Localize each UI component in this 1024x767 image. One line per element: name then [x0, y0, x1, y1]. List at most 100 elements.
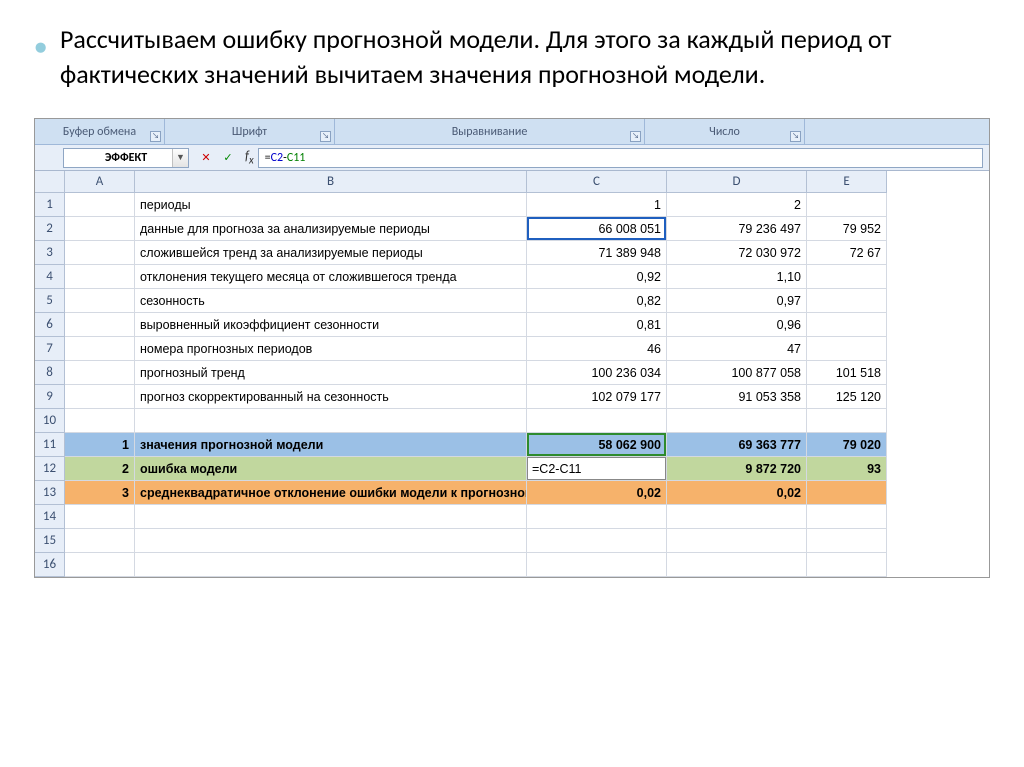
name-box[interactable]: ЭФФЕКТ ▼	[63, 148, 189, 168]
cell[interactable]: 71 389 948	[527, 241, 667, 265]
formula-bar[interactable]: =C2-C11	[258, 148, 983, 168]
accept-icon[interactable]: ✓	[219, 149, 237, 167]
cell[interactable]	[65, 265, 135, 289]
cell[interactable]	[65, 385, 135, 409]
cell[interactable]	[667, 409, 807, 433]
cell[interactable]	[527, 409, 667, 433]
select-all-corner[interactable]	[35, 171, 65, 193]
cell[interactable]: 66 008 051	[527, 217, 667, 241]
cell[interactable]: 0,92	[527, 265, 667, 289]
cell[interactable]: 79 236 497	[667, 217, 807, 241]
cell[interactable]: 0,82	[527, 289, 667, 313]
row-header[interactable]: 3	[35, 241, 65, 265]
cell[interactable]: 69 363 777	[667, 433, 807, 457]
cell[interactable]	[807, 409, 887, 433]
cell[interactable]	[135, 529, 527, 553]
cell[interactable]: 100 877 058	[667, 361, 807, 385]
cell[interactable]	[135, 553, 527, 577]
cell[interactable]	[135, 505, 527, 529]
cell[interactable]: 3	[65, 481, 135, 505]
fx-icon[interactable]: fx	[241, 149, 258, 167]
row-header[interactable]: 16	[35, 553, 65, 577]
cell[interactable]: 2	[667, 193, 807, 217]
cell[interactable]	[65, 505, 135, 529]
row-header[interactable]: 6	[35, 313, 65, 337]
cell[interactable]: периоды	[135, 193, 527, 217]
cell[interactable]	[527, 505, 667, 529]
cell[interactable]	[65, 529, 135, 553]
row-header[interactable]: 2	[35, 217, 65, 241]
column-header[interactable]: A	[65, 171, 135, 193]
cell[interactable]	[667, 553, 807, 577]
cell[interactable]: 100 236 034	[527, 361, 667, 385]
cell[interactable]	[135, 409, 527, 433]
cell[interactable]	[807, 505, 887, 529]
cell[interactable]: 0,96	[667, 313, 807, 337]
cell[interactable]: сложившейся тренд за анализируемые перио…	[135, 241, 527, 265]
cell[interactable]	[807, 289, 887, 313]
cell[interactable]: 46	[527, 337, 667, 361]
cell[interactable]: 72 030 972	[667, 241, 807, 265]
cell[interactable]: 72 67	[807, 241, 887, 265]
cell[interactable]	[667, 505, 807, 529]
cancel-icon[interactable]: ✕	[197, 149, 215, 167]
dialog-launcher-icon[interactable]: ↘	[150, 131, 161, 142]
cell[interactable]	[807, 337, 887, 361]
cell[interactable]: 47	[667, 337, 807, 361]
cell[interactable]: 2	[65, 457, 135, 481]
cell[interactable]: номера прогнозных периодов	[135, 337, 527, 361]
cell[interactable]: 102 079 177	[527, 385, 667, 409]
cell[interactable]	[527, 553, 667, 577]
cell[interactable]: 125 120	[807, 385, 887, 409]
dialog-launcher-icon[interactable]: ↘	[630, 131, 641, 142]
cell[interactable]	[807, 193, 887, 217]
cell[interactable]: 79 952	[807, 217, 887, 241]
cell[interactable]	[807, 481, 887, 505]
cell[interactable]: 91 053 358	[667, 385, 807, 409]
row-header[interactable]: 9	[35, 385, 65, 409]
cell[interactable]	[527, 529, 667, 553]
cell[interactable]: 9 872 720	[667, 457, 807, 481]
cell[interactable]	[807, 529, 887, 553]
cell[interactable]	[65, 289, 135, 313]
column-header[interactable]: E	[807, 171, 887, 193]
cell[interactable]: среднеквадратичное отклонение ошибки мод…	[135, 481, 527, 505]
row-header[interactable]: 7	[35, 337, 65, 361]
cell[interactable]: 1	[527, 193, 667, 217]
cell[interactable]	[807, 553, 887, 577]
row-header[interactable]: 5	[35, 289, 65, 313]
cell[interactable]	[667, 529, 807, 553]
dialog-launcher-icon[interactable]: ↘	[320, 131, 331, 142]
column-header[interactable]: B	[135, 171, 527, 193]
cell[interactable]	[65, 409, 135, 433]
cell[interactable]: 79 020	[807, 433, 887, 457]
dialog-launcher-icon[interactable]: ↘	[790, 131, 801, 142]
cell[interactable]: отклонения текущего месяца от сложившего…	[135, 265, 527, 289]
cell[interactable]: =C2-C11	[527, 457, 667, 481]
cell[interactable]: данные для прогноза за анализируемые пер…	[135, 217, 527, 241]
cell[interactable]: 0,81	[527, 313, 667, 337]
cell[interactable]	[65, 553, 135, 577]
cell[interactable]: прогнозный тренд	[135, 361, 527, 385]
row-header[interactable]: 1	[35, 193, 65, 217]
row-header[interactable]: 14	[35, 505, 65, 529]
cell[interactable]: прогноз скорректированный на сезонность	[135, 385, 527, 409]
row-header[interactable]: 11	[35, 433, 65, 457]
name-box-dropdown-icon[interactable]: ▼	[172, 149, 188, 167]
cell[interactable]	[807, 265, 887, 289]
cell[interactable]: 0,97	[667, 289, 807, 313]
cell[interactable]: ошибка модели	[135, 457, 527, 481]
cell[interactable]	[65, 313, 135, 337]
row-header[interactable]: 15	[35, 529, 65, 553]
cell[interactable]	[65, 361, 135, 385]
cell[interactable]	[65, 193, 135, 217]
column-header[interactable]: D	[667, 171, 807, 193]
cell[interactable]: выровненный икоэффициент сезонности	[135, 313, 527, 337]
column-header[interactable]: C	[527, 171, 667, 193]
cell[interactable]: 58 062 900	[527, 433, 667, 457]
row-header[interactable]: 12	[35, 457, 65, 481]
row-header[interactable]: 13	[35, 481, 65, 505]
cell[interactable]	[65, 217, 135, 241]
cell[interactable]	[65, 241, 135, 265]
cell[interactable]: 1,10	[667, 265, 807, 289]
